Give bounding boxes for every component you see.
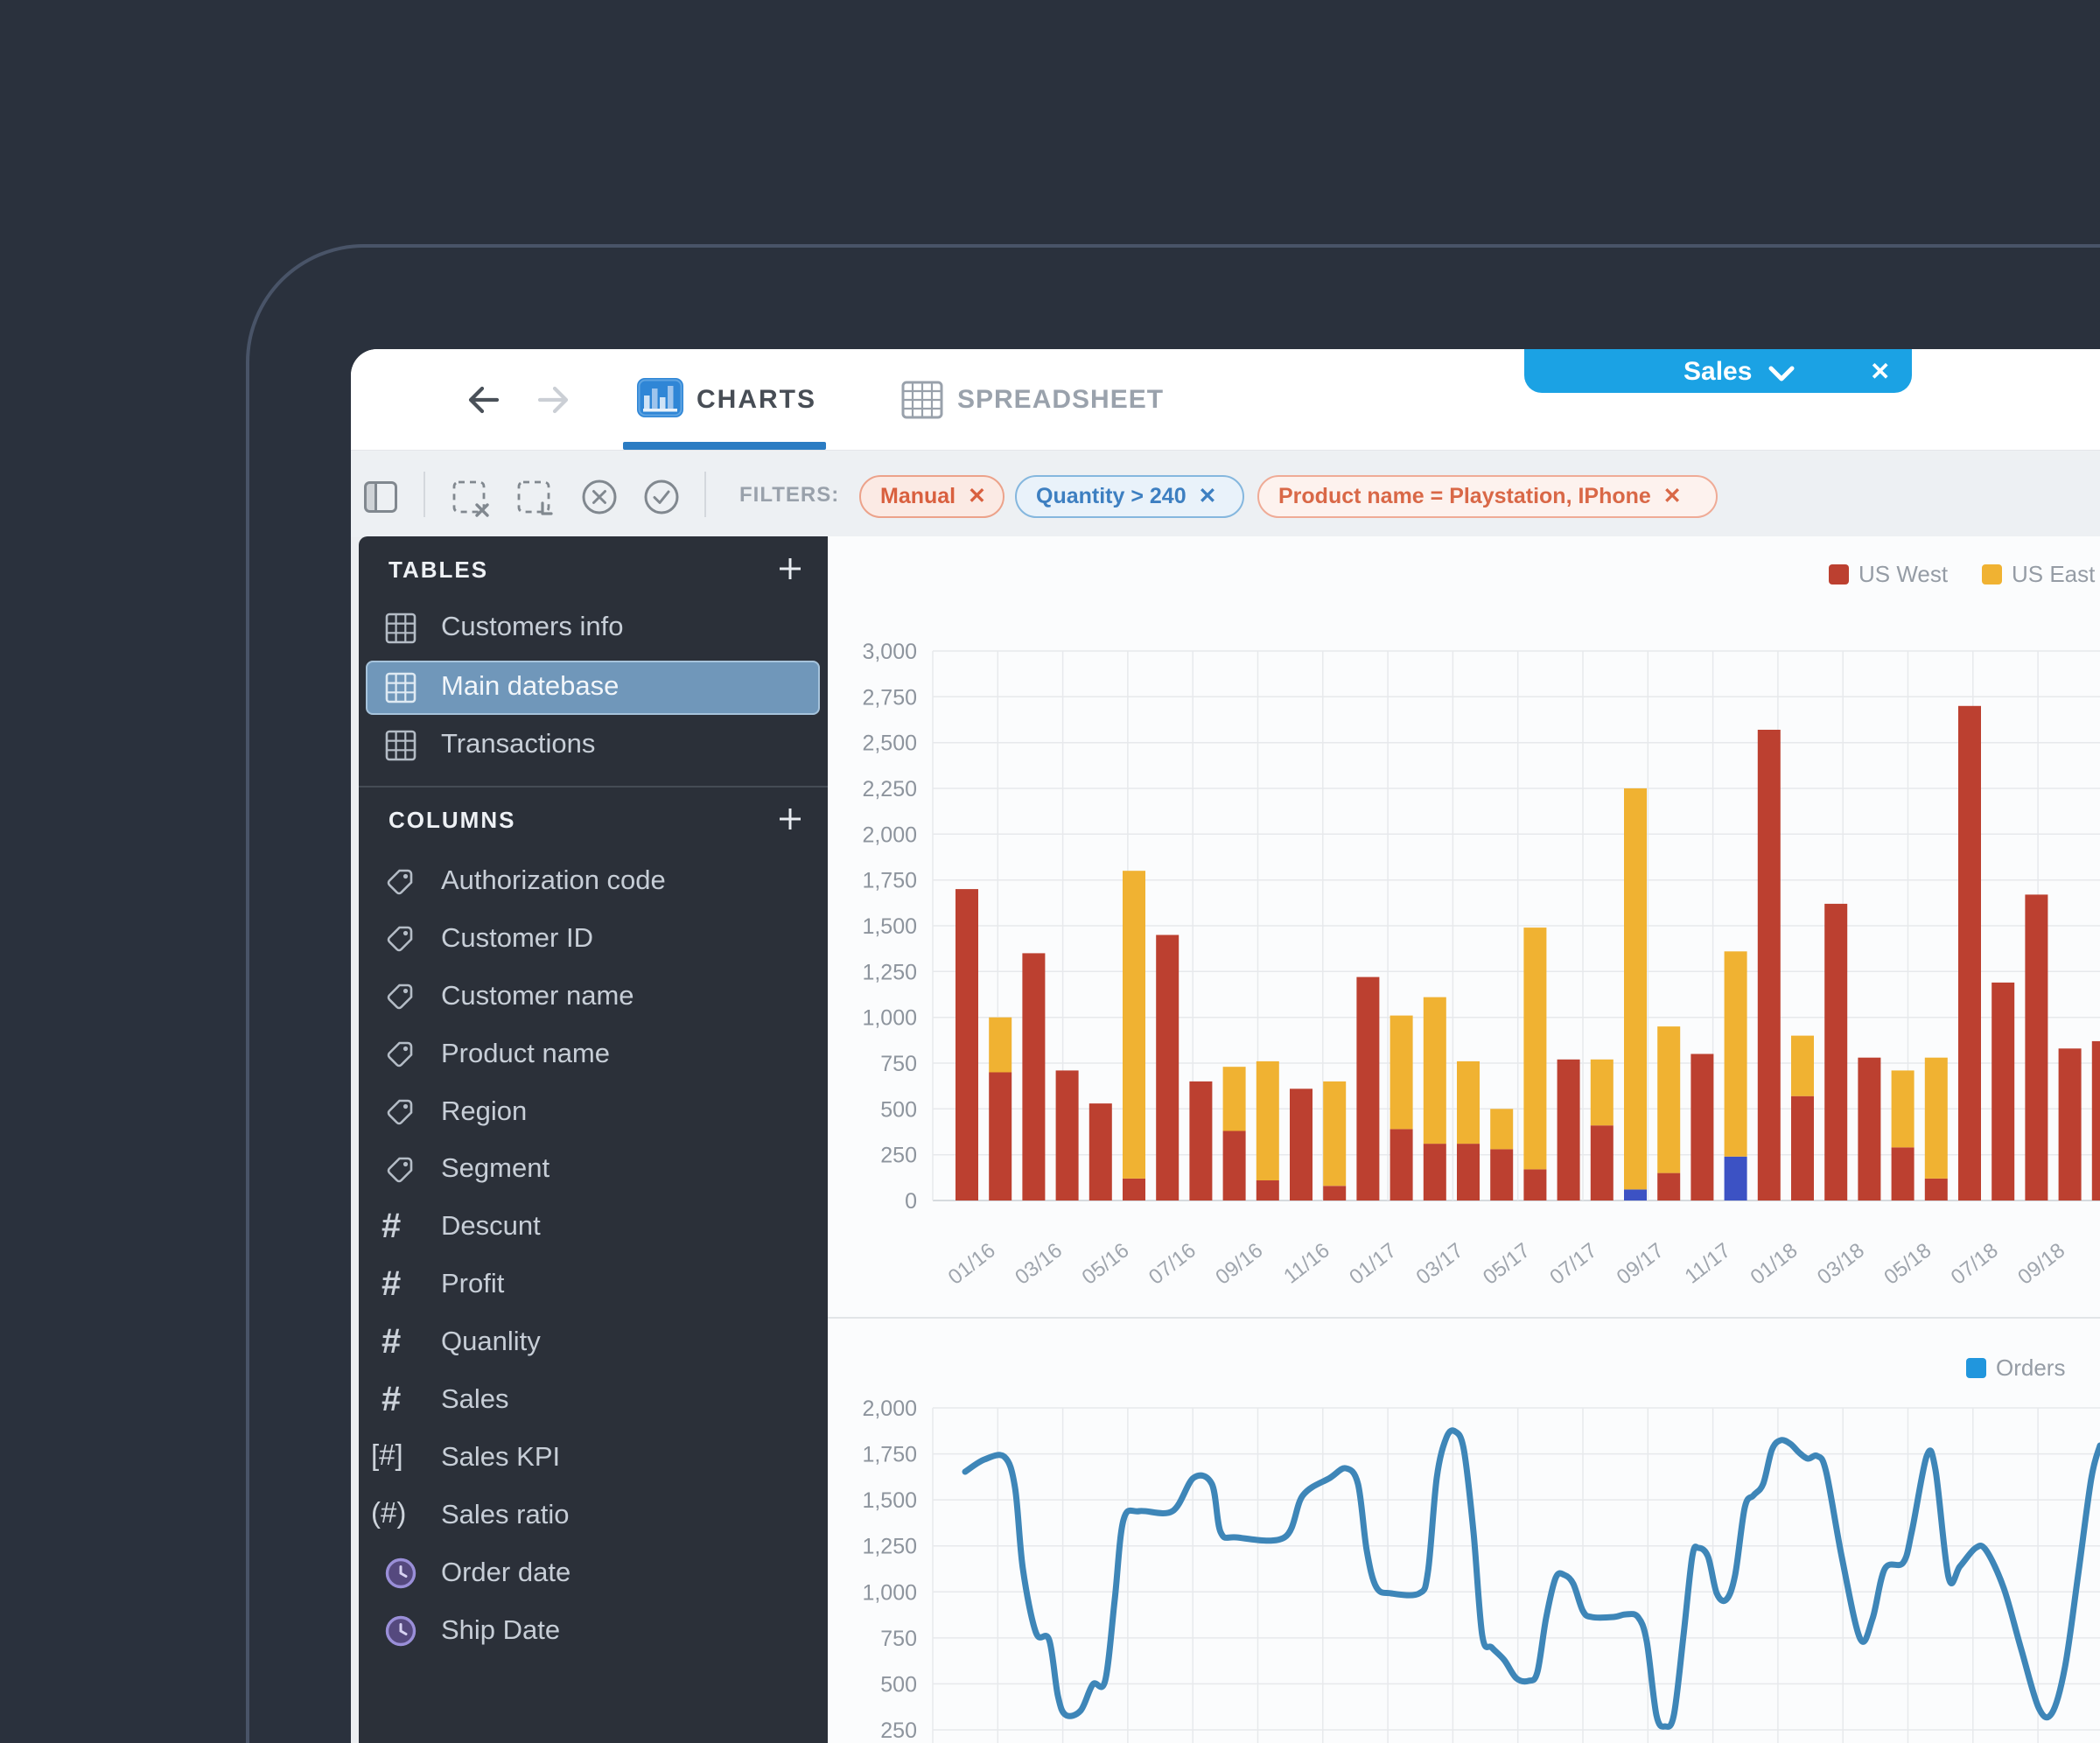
svg-text:500: 500 <box>880 1097 917 1122</box>
svg-text:2,500: 2,500 <box>862 732 917 756</box>
svg-text:1,750: 1,750 <box>862 1443 917 1467</box>
svg-text:250: 250 <box>880 1144 917 1168</box>
svg-text:03/16: 03/16 <box>1011 1238 1067 1289</box>
svg-text:1,000: 1,000 <box>862 1006 917 1031</box>
svg-text:03/18: 03/18 <box>1813 1238 1869 1289</box>
svg-text:11/17: 11/17 <box>1681 1238 1736 1288</box>
svg-text:01/17: 01/17 <box>1345 1238 1401 1289</box>
svg-text:2,000: 2,000 <box>862 822 917 847</box>
svg-text:05/18: 05/18 <box>1880 1238 1936 1289</box>
svg-text:05/16: 05/16 <box>1078 1238 1134 1289</box>
svg-text:1,000: 1,000 <box>862 1580 917 1605</box>
svg-text:1,500: 1,500 <box>862 1488 917 1513</box>
svg-text:0: 0 <box>905 1189 917 1214</box>
svg-text:1,750: 1,750 <box>862 869 917 893</box>
svg-text:3,000: 3,000 <box>862 640 917 664</box>
svg-text:01/18: 01/18 <box>1746 1238 1802 1289</box>
svg-text:2,750: 2,750 <box>862 685 917 710</box>
svg-text:09/18: 09/18 <box>2013 1238 2069 1289</box>
svg-text:07/18: 07/18 <box>1947 1238 2003 1289</box>
svg-text:01/16: 01/16 <box>944 1238 1000 1289</box>
svg-text:2,250: 2,250 <box>862 777 917 802</box>
svg-text:750: 750 <box>880 1052 917 1076</box>
svg-text:09/16: 09/16 <box>1211 1238 1267 1289</box>
svg-text:1,500: 1,500 <box>862 914 917 939</box>
svg-text:750: 750 <box>880 1627 917 1651</box>
svg-text:07/16: 07/16 <box>1144 1238 1200 1289</box>
svg-text:2,000: 2,000 <box>862 1396 917 1421</box>
svg-text:1,250: 1,250 <box>862 960 917 984</box>
svg-text:09/17: 09/17 <box>1613 1238 1669 1289</box>
svg-text:500: 500 <box>880 1672 917 1697</box>
svg-text:03/17: 03/17 <box>1412 1238 1468 1289</box>
svg-text:11/16: 11/16 <box>1279 1238 1334 1288</box>
svg-text:07/17: 07/17 <box>1545 1238 1601 1289</box>
svg-text:05/17: 05/17 <box>1479 1238 1535 1289</box>
svg-text:1,250: 1,250 <box>862 1535 917 1559</box>
svg-text:250: 250 <box>880 1718 917 1743</box>
